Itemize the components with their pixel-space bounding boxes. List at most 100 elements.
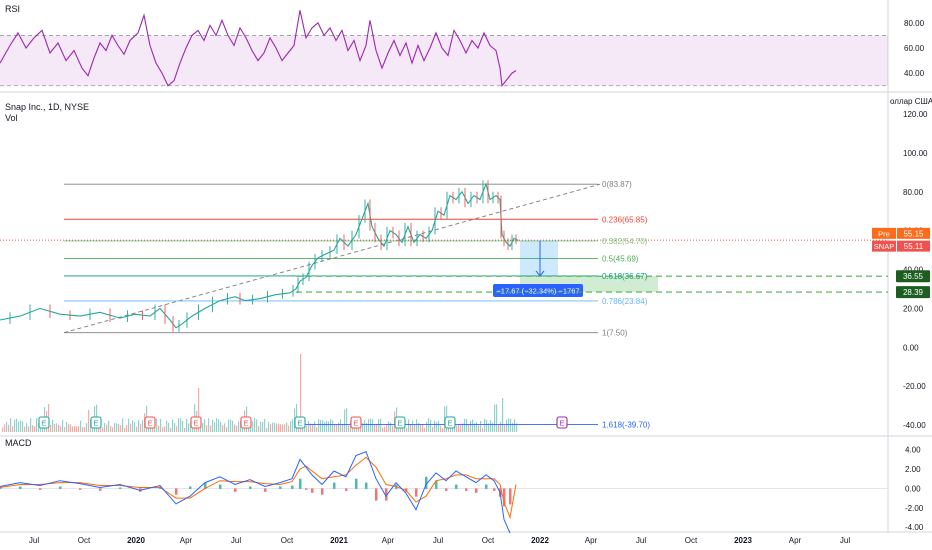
- volume-bar: [292, 419, 294, 432]
- macd-hist-bar: [39, 488, 42, 490]
- time-tick-label: Oct: [78, 536, 91, 545]
- time-tick-label: Jul: [29, 536, 39, 545]
- time-tick-label: Apr: [180, 536, 193, 545]
- volume-bar: [2, 427, 4, 432]
- volume-bar: [498, 424, 500, 432]
- macd-hist-bar: [175, 488, 178, 495]
- time-tick-label: Apr: [382, 536, 395, 545]
- rsi-panel[interactable]: 80.00 60.00 40.00: [0, 10, 925, 88]
- macd-hist-bar: [19, 486, 22, 489]
- volume-bar: [58, 424, 60, 432]
- volume-bar: [180, 418, 182, 432]
- price-tick-label: 0.00: [903, 343, 919, 352]
- macd-tick-label: 2.00: [905, 465, 921, 474]
- volume-bar: [384, 426, 386, 432]
- volume-bar: [188, 423, 190, 432]
- time-axis[interactable]: Jul Oct 2020 Apr Jul Oct 2021 Apr Jul Oct 2022 Apr J…: [29, 536, 850, 545]
- volume-bar: [80, 420, 82, 432]
- volume-bar: [412, 420, 414, 432]
- earnings-marker: [144, 416, 156, 429]
- volume-bar: [254, 418, 256, 432]
- volume-bar: [474, 423, 476, 432]
- pre-value-box: [897, 227, 930, 239]
- volume-bar: [110, 425, 112, 432]
- volume-bar: [422, 424, 424, 432]
- volume-bar: [514, 419, 516, 432]
- volume-bar: [458, 423, 460, 432]
- macd-hist-bar: [279, 486, 282, 489]
- volume-bar: [326, 420, 328, 432]
- volume-bar: [288, 425, 290, 432]
- volume-bar: [290, 421, 292, 432]
- volume-bar: [216, 418, 218, 432]
- macd-hist-bar: [415, 488, 418, 497]
- volume-bar: [72, 426, 74, 432]
- volume-bar: [82, 427, 84, 432]
- volume-bar: [168, 422, 170, 432]
- price-tick-label: -20.00: [903, 382, 926, 391]
- volume-bar: [142, 420, 144, 432]
- volume-bar: [414, 425, 416, 432]
- volume-bar: [18, 421, 20, 432]
- volume-bar: [512, 423, 514, 432]
- volume-bar: [62, 419, 64, 432]
- volume-bar: [272, 422, 274, 432]
- volume-bar: [56, 423, 58, 432]
- volume-bar: [88, 410, 90, 432]
- pre-value: 55.15: [903, 229, 924, 238]
- earnings-marker-label: E: [353, 419, 358, 428]
- volume-bar: [510, 418, 512, 432]
- macd-hist-bar: [234, 488, 237, 492]
- dashed-level-value: 36.55: [903, 272, 924, 281]
- earnings-marker: [294, 416, 306, 429]
- earnings-marker: [394, 416, 406, 429]
- rsi-band: [0, 35, 888, 86]
- macd-panel[interactable]: 4.00 2.00 0.00 -2.00 -4.00: [0, 446, 924, 534]
- earnings-marker-label: E: [243, 419, 248, 428]
- volume-bar: [282, 424, 284, 432]
- volume-bar: [362, 423, 364, 432]
- volume-bar: [342, 424, 344, 432]
- macd-title: MACD: [5, 438, 32, 448]
- volume-bar: [328, 421, 330, 432]
- time-tick-label: 2023: [734, 536, 752, 545]
- volume-bar: [78, 426, 80, 432]
- macd-hist-bar: [99, 488, 102, 491]
- volume-bar: [182, 420, 184, 432]
- volume-bar: [124, 427, 126, 432]
- volume-bar: [268, 421, 270, 432]
- volume-bar: [492, 423, 494, 432]
- volume-bar: [172, 419, 174, 432]
- trend-line: [63, 183, 601, 334]
- volume-bar: [152, 427, 154, 432]
- earnings-marker-label: E: [397, 419, 402, 428]
- volume-bar: [158, 425, 160, 432]
- price-line: [0, 182, 519, 329]
- volume-bar: [26, 423, 28, 432]
- volume-bar: [16, 418, 18, 432]
- macd-hist-bar: [119, 487, 122, 489]
- volume-bar: [214, 422, 216, 432]
- volume-bar: [314, 421, 316, 432]
- volume-bar: [308, 420, 310, 432]
- macd-hist-bar: [249, 486, 252, 489]
- macd-tick-label: 0.00: [905, 484, 921, 493]
- volume-bar: [332, 420, 334, 432]
- volume-bar: [488, 423, 490, 432]
- earnings-marker: [556, 416, 568, 429]
- volume-bar: [130, 423, 132, 432]
- fib-level-label: 0(83.87): [602, 180, 632, 189]
- volume-bar: [316, 427, 318, 432]
- time-tick-label: Apr: [789, 536, 802, 545]
- price-panel[interactable]: 120.00100.0080.0060.0040.0020.000.00-20.…: [0, 110, 930, 432]
- volume-bar: [186, 418, 188, 432]
- volume-bar: [76, 426, 78, 432]
- volume-bar: [8, 424, 10, 432]
- volume-bar: [118, 423, 120, 432]
- volume-bar: [22, 421, 24, 432]
- macd-hist-bar: [333, 482, 336, 489]
- volume-bar: [276, 423, 278, 432]
- macd-hist-bar: [475, 488, 478, 493]
- symbol-title: Snap Inc., 1D, NYSE: [5, 102, 89, 112]
